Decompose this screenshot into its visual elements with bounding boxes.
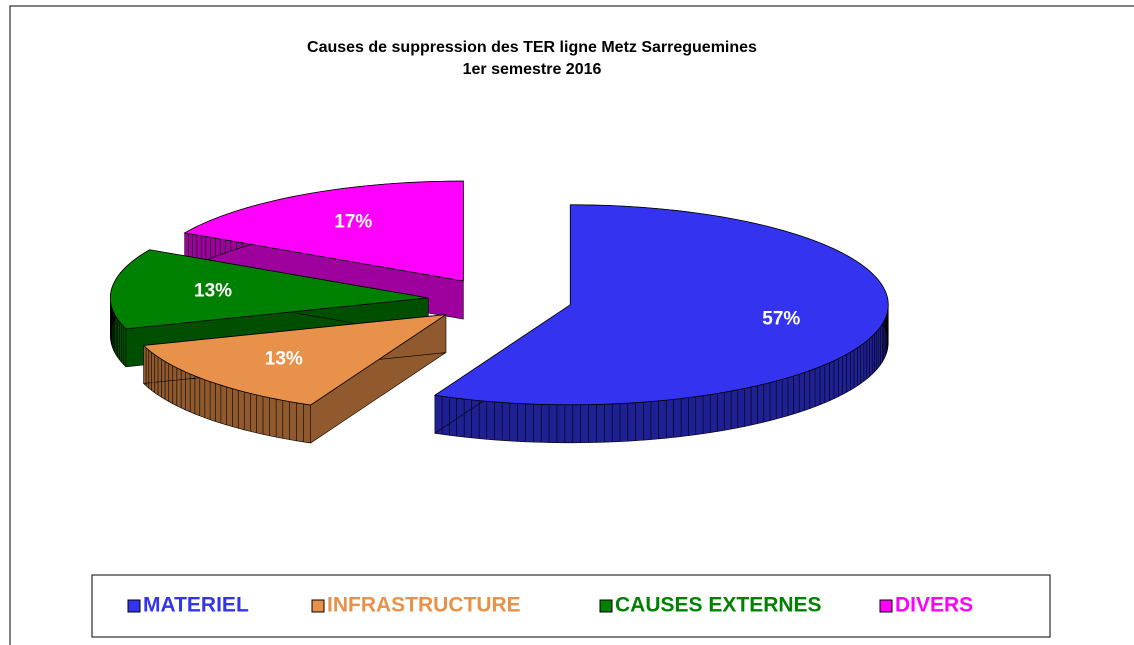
legend-swatch: [127, 599, 141, 613]
pie-slice: [109, 249, 429, 330]
pie-slice: [142, 314, 447, 406]
data-label: 17%: [334, 212, 372, 233]
legend-label: INFRASTRUCTURE: [327, 594, 521, 617]
pie-slice: [433, 204, 889, 406]
data-label: 13%: [194, 281, 232, 302]
legend-swatch: [599, 599, 613, 613]
pie-slice: [183, 180, 464, 282]
legend-label: DIVERS: [895, 594, 973, 617]
legend-swatch: [879, 599, 893, 613]
legend-label: CAUSES EXTERNES: [615, 594, 822, 617]
chart-title: Causes de suppression des TER ligne Metz…: [307, 39, 757, 56]
data-label: 13%: [265, 349, 303, 370]
legend-label: MATERIEL: [143, 594, 249, 617]
legend-swatch: [311, 599, 325, 613]
data-label: 57%: [762, 309, 800, 330]
chart-subtitle: 1er semestre 2016: [463, 61, 602, 78]
